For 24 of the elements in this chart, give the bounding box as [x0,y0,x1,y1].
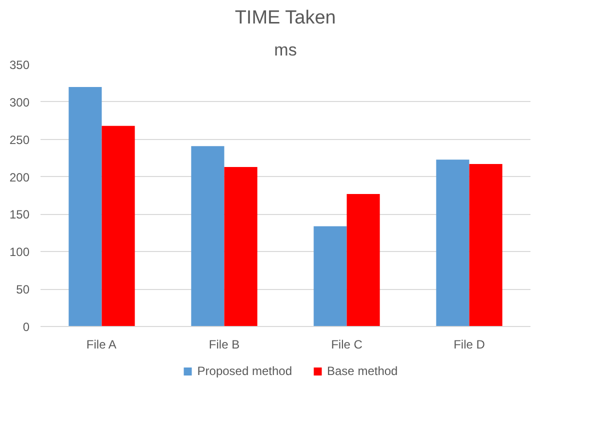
y-tick-label: 300 [9,95,30,110]
x-tick-label: File A [86,338,116,352]
bar [346,194,380,326]
bar [68,86,102,326]
bar [436,160,470,326]
legend-label: Proposed method [197,364,292,378]
y-tick-label: 50 [16,282,30,297]
bar [314,226,347,326]
x-tick-label: File D [454,338,486,352]
y-tick-label: 250 [9,132,30,147]
x-tick-label: File C [331,338,363,352]
y-tick-label: 200 [9,170,30,184]
chart-title: TIME Taken [234,8,336,28]
bar [469,164,502,326]
y-tick-label: 150 [9,208,30,222]
legend-label: Base method [327,364,398,378]
chart-subtitle: ms [274,40,297,60]
y-tick-label: 0 [22,320,30,334]
y-tick-label: 350 [9,58,30,72]
bar [224,167,258,326]
bar [102,126,135,326]
y-tick-label: 100 [9,245,30,260]
x-tick-label: File B [208,338,240,352]
bar [191,146,224,326]
